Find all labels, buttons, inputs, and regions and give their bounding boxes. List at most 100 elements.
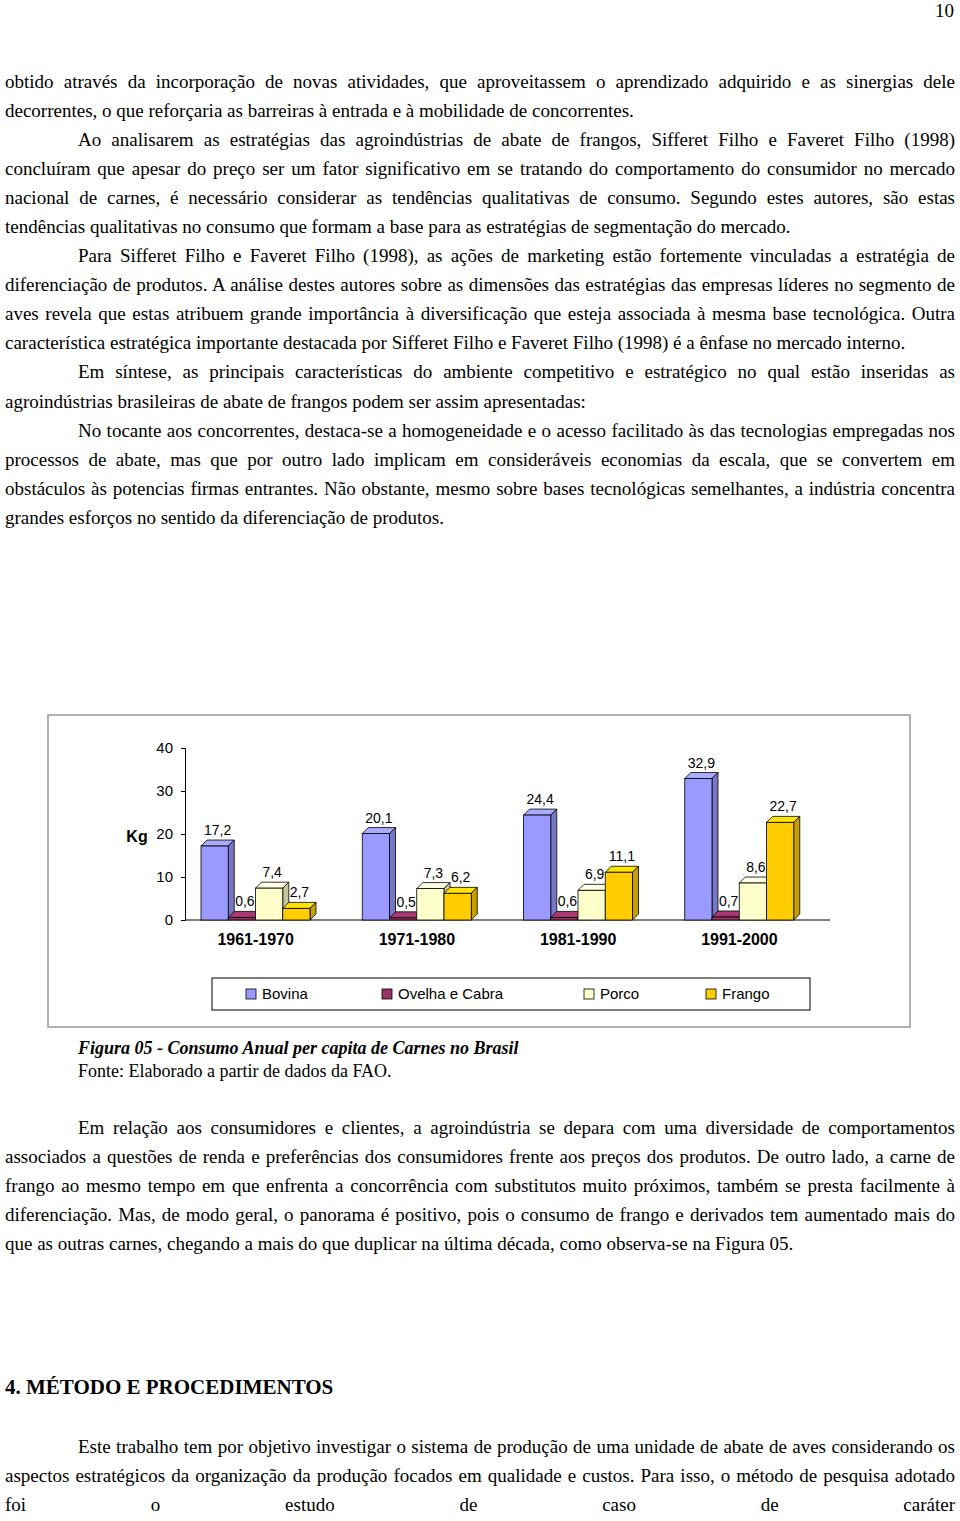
- data-label: 32,9: [688, 755, 715, 771]
- y-tick-mark: [181, 748, 185, 749]
- bar-side: [794, 816, 800, 920]
- legend-entry: Ovelha e Cabra: [382, 985, 504, 1002]
- x-tick-label: 1961-1970: [217, 931, 294, 948]
- bar: [685, 779, 712, 920]
- y-tick-label: 10: [156, 868, 173, 885]
- paragraph: Este trabalho tem por objetivo investiga…: [5, 1432, 955, 1519]
- bar: [524, 815, 551, 920]
- data-label: 2,7: [290, 884, 310, 900]
- bar-side: [712, 773, 718, 920]
- caption-source: Fonte: Elaborado a partir de dados da FA…: [78, 1060, 518, 1083]
- data-label: 0,5: [396, 894, 416, 910]
- bar: [551, 917, 578, 920]
- paragraph: obtido através da incorporação de novas …: [5, 67, 955, 125]
- legend-label: Frango: [722, 985, 770, 1002]
- bar: [739, 883, 766, 920]
- section-heading: 4. MÉTODO E PROCEDIMENTOS: [5, 1375, 333, 1400]
- caption-title: Figura 05 - Consumo Anual per capita de …: [78, 1037, 518, 1060]
- y-axis: 0 10 20 30 40: [156, 739, 185, 928]
- y-tick-mark: [181, 920, 185, 921]
- data-label: 7,3: [424, 865, 444, 881]
- legend-swatch: [584, 989, 594, 999]
- data-label: 24,4: [527, 791, 554, 807]
- data-label: 7,4: [262, 864, 282, 880]
- bar: [605, 872, 632, 920]
- series-bars: [201, 773, 718, 920]
- data-label: 6,9: [585, 866, 605, 882]
- legend-swatch: [246, 989, 256, 999]
- data-label: 0,7: [719, 893, 739, 909]
- x-axis: 1961-1970 1971-1980 1981-1990 1991-2000: [185, 920, 830, 948]
- series-bars: [283, 816, 800, 920]
- bar: [390, 918, 417, 920]
- series-bars: [256, 877, 773, 920]
- bar-side: [471, 887, 477, 920]
- y-tick: 40: [156, 739, 185, 756]
- bar: [578, 890, 605, 920]
- data-label: 0,6: [235, 893, 255, 909]
- y-axis-title: Kg: [126, 828, 147, 845]
- legend-swatch: [706, 989, 716, 999]
- y-tick-label: 20: [156, 825, 173, 842]
- bar: [256, 888, 283, 920]
- paragraph: Em síntese, as principais característica…: [5, 357, 955, 415]
- legend-entry: Porco: [584, 985, 639, 1002]
- y-tick-label: 30: [156, 782, 173, 799]
- data-label: 0,6: [558, 893, 578, 909]
- x-tick-label: 1981-1990: [540, 931, 617, 948]
- bar: [767, 822, 794, 920]
- legend-swatch: [382, 989, 392, 999]
- y-tick-mark: [181, 791, 185, 792]
- y-tick: 10: [156, 868, 185, 885]
- y-tick: 0: [165, 911, 185, 928]
- x-tick: 1971-1980: [379, 931, 456, 948]
- bar: [417, 889, 444, 920]
- chart: 0 10 20 30 40 1961-1970 1971-1980 1981-1990 1991…: [0, 700, 960, 1040]
- x-tick-label: 1991-2000: [701, 931, 778, 948]
- y-tick: 20: [156, 825, 185, 842]
- chart-frame: [48, 715, 910, 1027]
- bar: [283, 908, 310, 920]
- legend-label: Ovelha e Cabra: [398, 985, 504, 1002]
- data-label: 17,2: [204, 822, 231, 838]
- data-labels: 17,2 20,1 24,4 32,9 0,6 0,5 0,6 0,7 7,4 7,3 6,9 8,6…: [204, 755, 797, 910]
- bars: [201, 773, 800, 920]
- bar: [228, 917, 255, 920]
- legend-label: Bovina: [262, 985, 309, 1002]
- text-block: obtido através da incorporação de novas …: [5, 67, 955, 532]
- y-tick-mark: [181, 834, 185, 835]
- legend: Bovina Ovelha e Cabra Porco Frango: [212, 978, 810, 1010]
- text-block: Este trabalho tem por objetivo investiga…: [5, 1432, 955, 1519]
- paragraph: No tocante aos concorrentes, destaca-se …: [5, 416, 955, 532]
- bar-side: [633, 866, 639, 920]
- data-label: 11,1: [609, 848, 635, 864]
- page: 10 obtido através da incorporação de nova…: [0, 0, 960, 1521]
- y-tick-label: 40: [156, 739, 173, 756]
- data-label: 8,6: [746, 859, 766, 875]
- paragraph: Para Sifferet Filho e Faveret Filho (199…: [5, 241, 955, 357]
- paragraph: Ao analisarem as estratégias das agroind…: [5, 125, 955, 241]
- bar: [362, 834, 389, 920]
- data-label: 22,7: [770, 798, 797, 814]
- bar-side: [310, 902, 316, 920]
- legend-entry: Bovina: [246, 985, 309, 1002]
- bar: [444, 893, 471, 920]
- bar-side: [551, 809, 557, 920]
- paragraph: Em relação aos consumidores e clientes, …: [5, 1113, 955, 1258]
- y-tick-mark: [181, 877, 185, 878]
- text-block: Em relação aos consumidores e clientes, …: [5, 1113, 955, 1258]
- y-axis-line: [181, 749, 186, 921]
- bar: [201, 846, 228, 920]
- data-label: 6,2: [451, 869, 471, 885]
- legend-frame: [212, 978, 810, 1010]
- legend-entry: Frango: [706, 985, 770, 1002]
- bar-side: [228, 840, 234, 920]
- data-label: 20,1: [365, 810, 392, 826]
- x-tick: 1991-2000: [701, 931, 778, 948]
- page-number: 10: [935, 0, 954, 22]
- y-tick: 30: [156, 782, 185, 799]
- x-tick-label: 1971-1980: [379, 931, 456, 948]
- x-tick: 1961-1970: [217, 931, 294, 948]
- bar: [712, 917, 739, 920]
- bar-side: [390, 828, 396, 920]
